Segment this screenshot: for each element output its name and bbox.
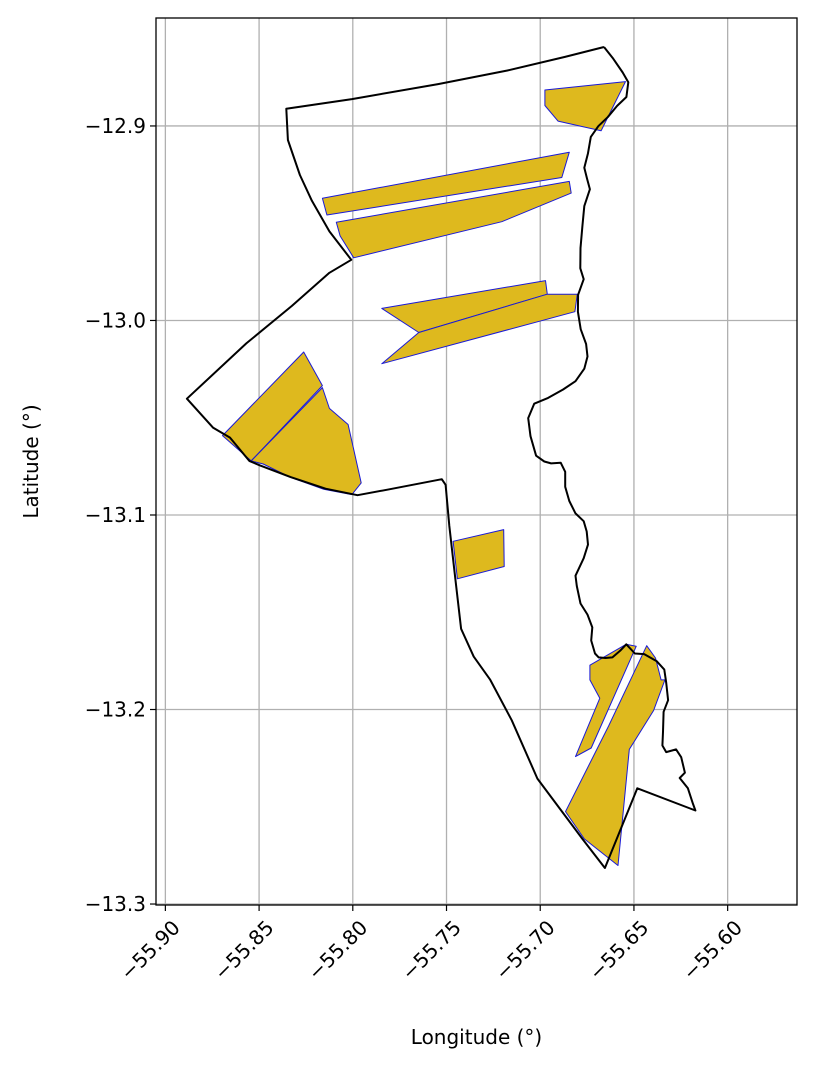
y-tick-label: −13.3 xyxy=(85,892,146,916)
parcel-polygon xyxy=(250,387,362,496)
parcel-polygon xyxy=(381,293,578,365)
y-axis-label: Latitude (°) xyxy=(19,404,43,518)
y-tick-label: −13.2 xyxy=(85,698,146,722)
grid-lines xyxy=(156,18,797,905)
parcel-polygon xyxy=(452,529,505,580)
x-tick-label: −55.75 xyxy=(397,915,466,984)
y-tick-label: −13.1 xyxy=(85,503,146,527)
x-tick-label: −55.70 xyxy=(490,915,559,984)
x-tick-label: −55.90 xyxy=(115,915,184,984)
boundary-line xyxy=(185,46,697,869)
plot-frame xyxy=(155,17,798,906)
x-tick-label: −55.80 xyxy=(303,915,372,984)
parcel-polygon xyxy=(544,81,626,132)
axis-ticks: −55.90 −55.85 −55.80 −55.75 −55.70 −55.65 −55.… xyxy=(85,114,747,985)
x-tick-label: −55.60 xyxy=(678,915,747,984)
x-tick-label: −55.65 xyxy=(584,915,653,984)
region-boundary xyxy=(185,46,697,869)
parcel-polygon xyxy=(321,151,570,216)
y-tick-label: −13.0 xyxy=(85,308,146,332)
y-tick-label: −12.9 xyxy=(85,114,146,138)
parcel-polygon xyxy=(575,643,637,758)
x-tick-label: −55.85 xyxy=(209,915,278,984)
parcel-polygon xyxy=(335,180,572,259)
parcel-polygons xyxy=(222,81,666,866)
x-axis-label: Longitude (°) xyxy=(411,1025,542,1049)
